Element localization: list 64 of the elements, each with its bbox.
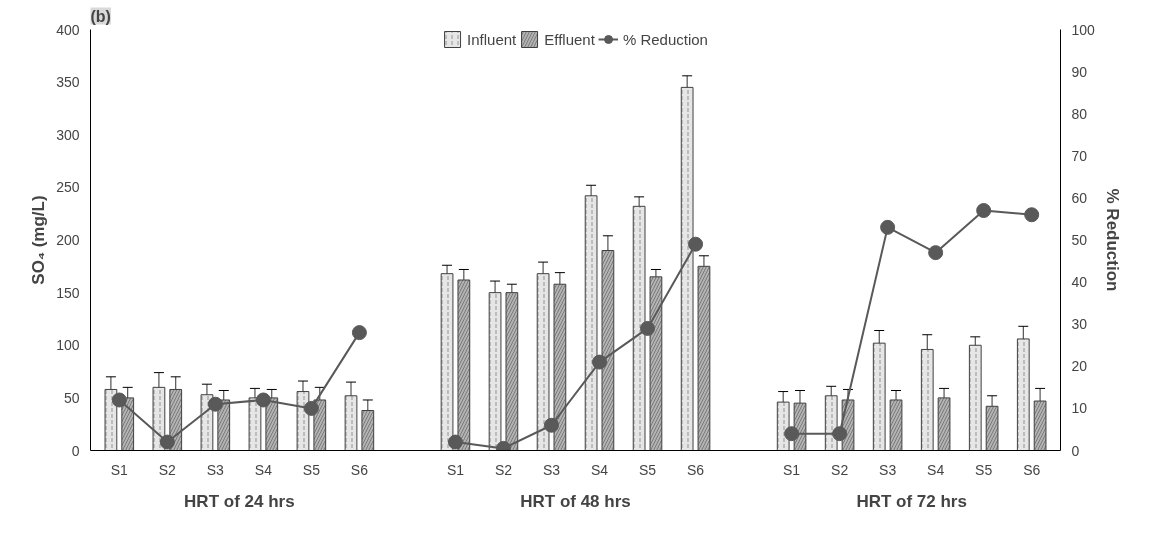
y2-tick-label: 60 <box>1071 189 1088 206</box>
x-tick-label: S4 <box>590 461 609 478</box>
y-tick-label: 0 <box>71 442 80 459</box>
point <box>159 434 175 450</box>
y2-tick-label: 70 <box>1071 147 1088 164</box>
point <box>255 392 271 408</box>
y2-tick-label: 0 <box>1071 442 1080 459</box>
point <box>592 354 608 370</box>
point <box>688 236 704 252</box>
y2-tick-label: 10 <box>1071 400 1088 417</box>
y2-tick-label: 40 <box>1071 274 1088 291</box>
y-tick-label: 200 <box>56 232 80 248</box>
point <box>351 325 367 341</box>
x-tick-label: S6 <box>350 461 369 478</box>
point <box>111 392 127 408</box>
y-tick-label: 300 <box>56 126 80 143</box>
point <box>447 434 463 450</box>
chart-title: (b) <box>90 7 111 25</box>
x-tick-label: S1 <box>783 461 801 478</box>
y-tick-label: 150 <box>56 284 80 301</box>
x-tick-label: S1 <box>110 461 129 478</box>
point <box>976 203 992 219</box>
point <box>928 245 944 261</box>
y-tick-label: 250 <box>56 179 80 196</box>
legend-label: Influent <box>467 30 517 48</box>
x-tick-label: S6 <box>686 461 705 478</box>
point <box>543 417 559 433</box>
point <box>784 426 800 442</box>
text: HRT of 24 hrs <box>184 491 295 511</box>
y2-tick-label: 30 <box>1071 316 1088 333</box>
point <box>832 426 848 442</box>
text: HRT of 48 hrs <box>520 491 631 511</box>
legend-label: % Reduction <box>622 30 708 48</box>
x-tick-label: S3 <box>879 461 897 478</box>
y2-tick-label: 20 <box>1071 358 1088 375</box>
y2-tick-label: 90 <box>1071 63 1088 80</box>
y2-axis-title: % Reduction <box>1102 188 1122 292</box>
text: HRT of 72 hrs <box>856 491 967 511</box>
y-tick-label: 400 <box>56 21 80 38</box>
x-tick-label: S4 <box>927 461 945 478</box>
x-tick-label: S2 <box>494 461 513 478</box>
y-tick-label: 100 <box>56 337 80 354</box>
x-tick-label: S5 <box>638 461 657 478</box>
point <box>880 219 896 235</box>
x-tick-label: S2 <box>831 461 849 478</box>
point <box>1024 207 1040 223</box>
y2-tick-label: 100 <box>1071 21 1096 38</box>
x-tick-label: S3 <box>206 461 225 478</box>
x-tick-label: S2 <box>158 461 177 478</box>
x-tick-label: S4 <box>254 461 273 478</box>
y-axis-title: SO₄ (mg/L) <box>29 195 49 285</box>
x-tick-label: S5 <box>302 461 321 478</box>
point <box>303 400 319 416</box>
y2-tick-label: 80 <box>1071 105 1088 122</box>
x-tick-label: S3 <box>542 461 561 478</box>
x-tick-label: S1 <box>446 461 465 478</box>
y-tick-label: 350 <box>56 74 80 91</box>
point <box>207 396 223 412</box>
legend-label: Effluent <box>544 30 595 48</box>
y-tick-label: 50 <box>63 389 80 406</box>
x-tick-label: S5 <box>975 461 993 478</box>
y2-tick-label: 50 <box>1071 232 1088 248</box>
point <box>640 320 656 336</box>
x-tick-label: S6 <box>1023 461 1041 478</box>
